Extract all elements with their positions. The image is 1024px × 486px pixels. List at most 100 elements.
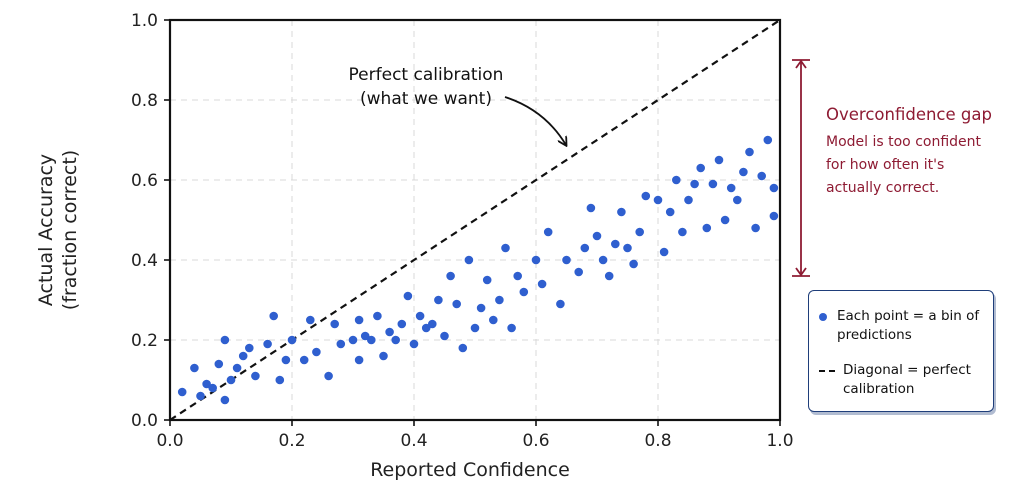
data-point xyxy=(421,323,431,333)
data-point xyxy=(653,195,663,205)
data-point xyxy=(537,279,547,289)
data-point xyxy=(733,195,742,205)
data-point xyxy=(306,315,315,325)
perfect-calibration-label-line-2: (what we want) xyxy=(360,89,492,109)
data-point xyxy=(360,331,370,341)
data-point xyxy=(403,291,413,301)
data-point xyxy=(696,163,705,173)
data-point xyxy=(708,179,718,189)
perfect-calibration-label-line-1: Perfect calibration xyxy=(349,65,504,85)
data-point xyxy=(543,227,553,237)
data-point xyxy=(220,395,230,405)
data-point xyxy=(312,347,321,357)
x-tick-label: 0.0 xyxy=(156,431,183,451)
data-point xyxy=(440,331,449,341)
data-point xyxy=(611,239,620,249)
data-point xyxy=(598,255,608,265)
data-point xyxy=(507,323,516,333)
x-tick-label: 0.4 xyxy=(400,431,427,451)
scatter-points xyxy=(177,135,779,405)
data-point xyxy=(464,255,474,265)
data-point xyxy=(190,363,199,373)
data-point xyxy=(592,231,602,241)
overconfidence-gap-title: Overconfidence gap xyxy=(826,105,992,124)
data-point xyxy=(690,179,699,189)
axis-ticks: 0.0 0.2 0.4 0.6 0.8 1.0 0.0 0.2 0.4 0.6 0.8 1.0 xyxy=(131,11,794,451)
data-point xyxy=(769,211,779,221)
data-point xyxy=(751,223,760,233)
data-point xyxy=(245,343,254,353)
data-point xyxy=(604,271,614,281)
perfect-calibration-annotation: Perfect calibration (what we want) xyxy=(349,65,566,145)
data-point xyxy=(476,303,486,313)
data-point xyxy=(769,183,779,193)
y-tick-label: 0.8 xyxy=(131,91,158,111)
y-tick-label: 0.4 xyxy=(131,251,158,271)
data-point xyxy=(702,223,712,233)
gap-arrow-down-icon xyxy=(795,267,807,277)
data-point xyxy=(238,351,248,361)
data-point xyxy=(196,391,205,401)
data-point xyxy=(720,215,730,225)
data-point xyxy=(281,355,291,365)
gridlines xyxy=(170,20,780,420)
y-tick-label: 0.6 xyxy=(131,171,158,191)
data-point xyxy=(373,311,382,321)
data-point xyxy=(354,315,364,325)
gap-arrow-up-icon xyxy=(795,59,807,69)
overconfidence-gap-body-line-2: for how often it's xyxy=(826,157,944,173)
data-point xyxy=(434,295,443,305)
data-point xyxy=(397,319,407,329)
legend-dot-icon xyxy=(819,313,827,321)
data-point xyxy=(324,371,333,381)
x-tick-label: 0.2 xyxy=(278,431,305,451)
data-point xyxy=(617,207,626,217)
data-point xyxy=(574,267,583,277)
data-point xyxy=(623,243,632,253)
data-point xyxy=(379,351,388,361)
annotation-arrow xyxy=(504,96,566,145)
data-point xyxy=(251,371,260,381)
y-axis-title: Actual Accuracy (fraction correct) xyxy=(35,150,81,310)
data-point xyxy=(275,375,285,385)
data-point xyxy=(415,311,425,321)
data-point xyxy=(556,299,565,309)
data-point xyxy=(208,383,217,393)
data-point xyxy=(519,287,529,297)
data-point xyxy=(354,355,364,365)
data-point xyxy=(458,343,468,353)
data-point xyxy=(739,167,748,177)
data-point xyxy=(665,207,675,217)
y-tick-label: 0.2 xyxy=(131,331,158,351)
data-point xyxy=(495,295,504,305)
y-axis-title-line-2: (fraction correct) xyxy=(59,150,81,310)
x-tick-label: 1.0 xyxy=(766,431,793,451)
y-axis-title-line-1: Actual Accuracy xyxy=(35,154,57,306)
x-tick-label: 0.8 xyxy=(644,431,671,451)
data-point xyxy=(428,319,437,329)
legend-item-diagonal-label: Diagonal = perfect calibration xyxy=(843,362,971,397)
data-point xyxy=(531,255,541,265)
data-point xyxy=(202,379,211,389)
data-point xyxy=(726,183,736,193)
data-point xyxy=(513,271,522,281)
data-point xyxy=(299,355,309,365)
plot-frame xyxy=(168,18,782,422)
legend-item-diagonal: Diagonal = perfect calibration xyxy=(819,361,993,399)
data-point xyxy=(714,155,724,165)
data-point xyxy=(470,323,480,333)
data-point xyxy=(385,327,394,337)
data-point xyxy=(177,387,187,397)
x-axis-title: Reported Confidence xyxy=(370,459,570,481)
data-point xyxy=(635,227,644,237)
data-point xyxy=(269,311,279,321)
data-point xyxy=(629,259,638,269)
data-point xyxy=(678,227,687,237)
x-tick-label: 0.6 xyxy=(522,431,549,451)
y-tick-label: 1.0 xyxy=(131,11,158,31)
legend-item-points: Each point = a bin of predictions xyxy=(819,307,987,345)
data-point xyxy=(446,271,455,281)
perfect-calibration-diagonal xyxy=(169,19,781,421)
data-point xyxy=(391,335,401,345)
